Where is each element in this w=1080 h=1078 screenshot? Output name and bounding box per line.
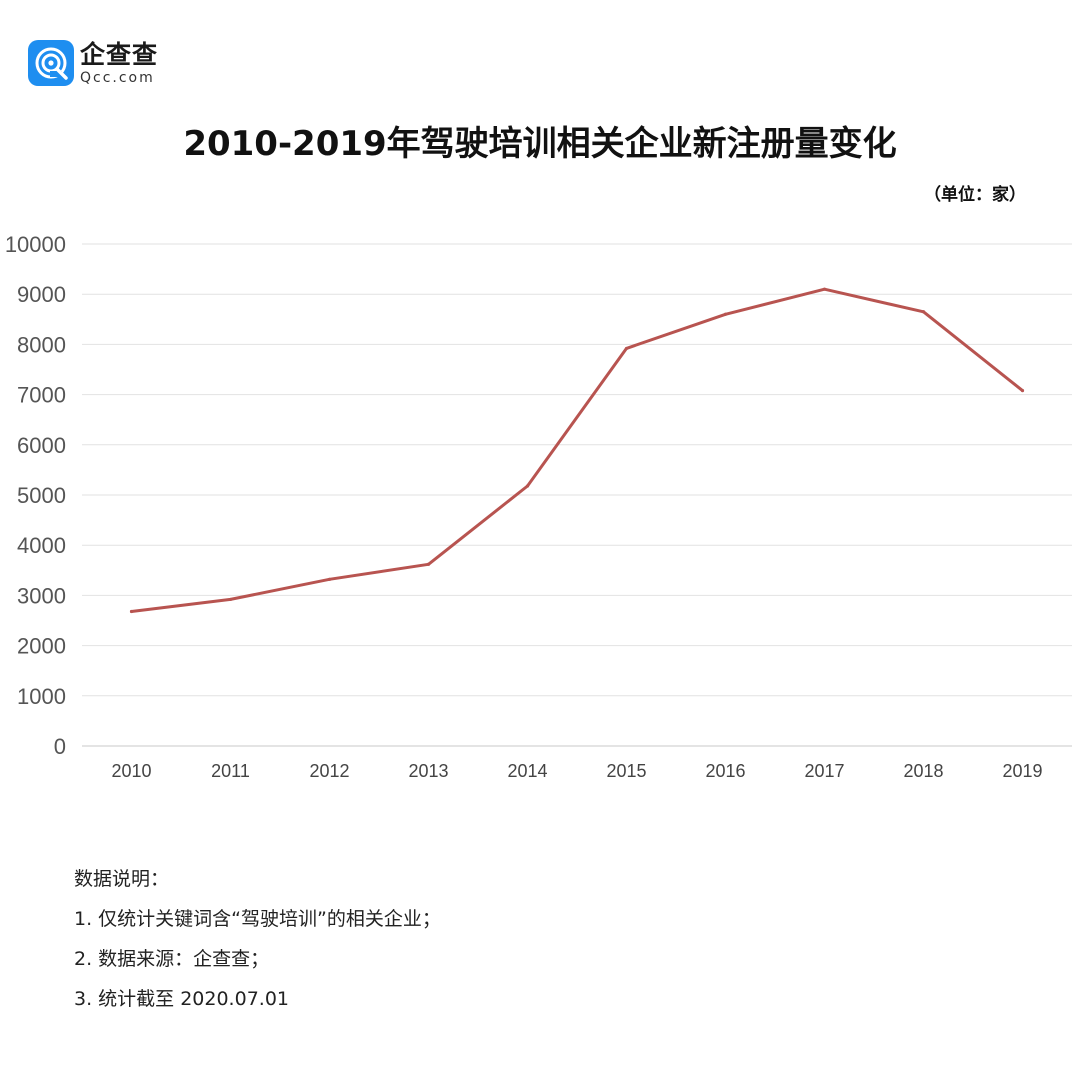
data-point xyxy=(327,577,332,581)
y-tick-label: 2000 xyxy=(17,634,66,659)
x-tick-label: 2013 xyxy=(408,761,448,781)
logo-name: 企查查 xyxy=(80,39,159,69)
y-tick-label: 5000 xyxy=(17,483,66,508)
data-notes: 数据说明： 1. 仅统计关键词含“驾驶培训”的相关企业； 2. 数据来源：企查查… xyxy=(74,870,441,1030)
y-tick-label: 1000 xyxy=(17,684,66,709)
data-point xyxy=(624,346,629,351)
note-item: 3. 统计截至 2020.07.01 xyxy=(74,988,289,1010)
series-line xyxy=(130,287,1024,613)
x-tick-label: 2017 xyxy=(804,761,844,781)
y-tick-label: 8000 xyxy=(17,332,66,357)
y-tick-label: 10000 xyxy=(5,232,66,257)
y-tick-label: 3000 xyxy=(17,583,66,608)
chart-title: 2010-2019年驾驶培训相关企业新注册量变化 xyxy=(183,124,897,164)
data-point xyxy=(525,484,530,488)
x-tick-label: 2014 xyxy=(507,761,547,781)
note-item: 1. 仅统计关键词含“驾驶培训”的相关企业； xyxy=(74,908,441,930)
logo-domain: Qcc.com xyxy=(80,69,155,86)
y-tick-label: 6000 xyxy=(17,433,66,458)
line-chart: 0 1000 2000 3000 4000 5000 6000 7000 8000 9000 100… xyxy=(5,232,1072,781)
data-point xyxy=(723,312,728,316)
y-tick-label: 4000 xyxy=(17,533,66,558)
x-tick-label: 2018 xyxy=(903,761,943,781)
y-tick-label: 0 xyxy=(54,734,66,759)
x-tick-label: 2011 xyxy=(211,761,250,781)
note-item: 2. 数据来源：企查查； xyxy=(74,948,270,970)
unit-label: （单位：家） xyxy=(924,185,1026,205)
x-tick-label: 2019 xyxy=(1002,761,1042,781)
data-point xyxy=(129,609,134,614)
x-tick-label: 2010 xyxy=(111,761,151,781)
data-point xyxy=(1020,388,1025,393)
notes-heading: 数据说明： xyxy=(74,868,170,890)
data-point xyxy=(921,310,926,314)
y-tick-label: 7000 xyxy=(17,383,66,408)
brand-logo: 企查查 Qcc.com xyxy=(28,40,158,86)
x-tick-label: 2012 xyxy=(309,761,349,781)
x-tick-label: 2015 xyxy=(606,761,646,781)
x-tick-label: 2016 xyxy=(705,761,745,781)
qcc-logo-icon xyxy=(28,40,74,86)
data-point xyxy=(426,562,431,566)
data-point xyxy=(822,287,827,291)
data-point xyxy=(228,597,233,602)
y-tick-label: 9000 xyxy=(17,282,66,307)
